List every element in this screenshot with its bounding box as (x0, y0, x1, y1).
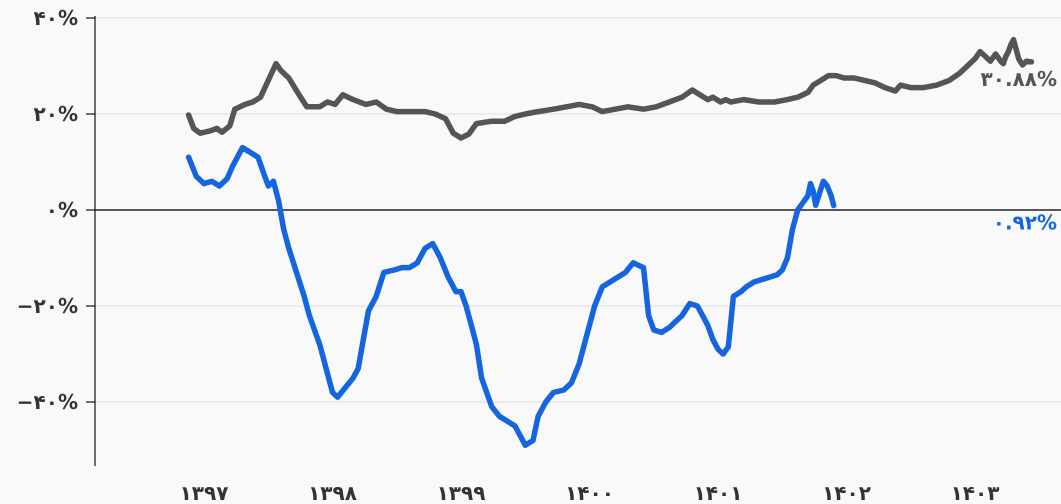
x-tick-label: ۱۴۰۳ (951, 481, 1000, 504)
tick-labels: −۴۰% −۲۰% ۰% ۲۰% ۴۰% ۱۳۹۷ ۱۳۹۸ ۱۳۹۹ ۱۴۰۰ ۱۴۰۱ ۱۴۰۲… (17, 6, 1057, 504)
axes (86, 16, 1061, 466)
x-tick-label: ۱۳۹۹ (437, 481, 486, 504)
y-tick-label: ۴۰% (34, 6, 78, 30)
x-tick-label: ۱۳۹۷ (180, 481, 229, 504)
x-tick-label: ۱۴۰۱ (694, 481, 743, 504)
y-tick-label: −۴۰% (17, 390, 78, 414)
x-tick-label: ۱۴۰۲ (822, 481, 871, 504)
grid (95, 17, 1061, 403)
series-lines (185, 36, 1035, 448)
y-tick-label: −۲۰% (17, 294, 78, 318)
y-tick-label: ۲۰% (34, 102, 78, 126)
series-line-1 (185, 144, 837, 448)
y-tick-label: ۰% (46, 198, 78, 222)
x-tick-label: ۱۴۰۰ (565, 481, 614, 504)
series-end-label-1: ۰.۹۲% (993, 211, 1057, 235)
series-end-label-0: ۳۰.۸۸% (981, 67, 1057, 91)
series-line-0 (185, 36, 1035, 141)
x-tick-label: ۱۳۹۸ (308, 481, 357, 504)
